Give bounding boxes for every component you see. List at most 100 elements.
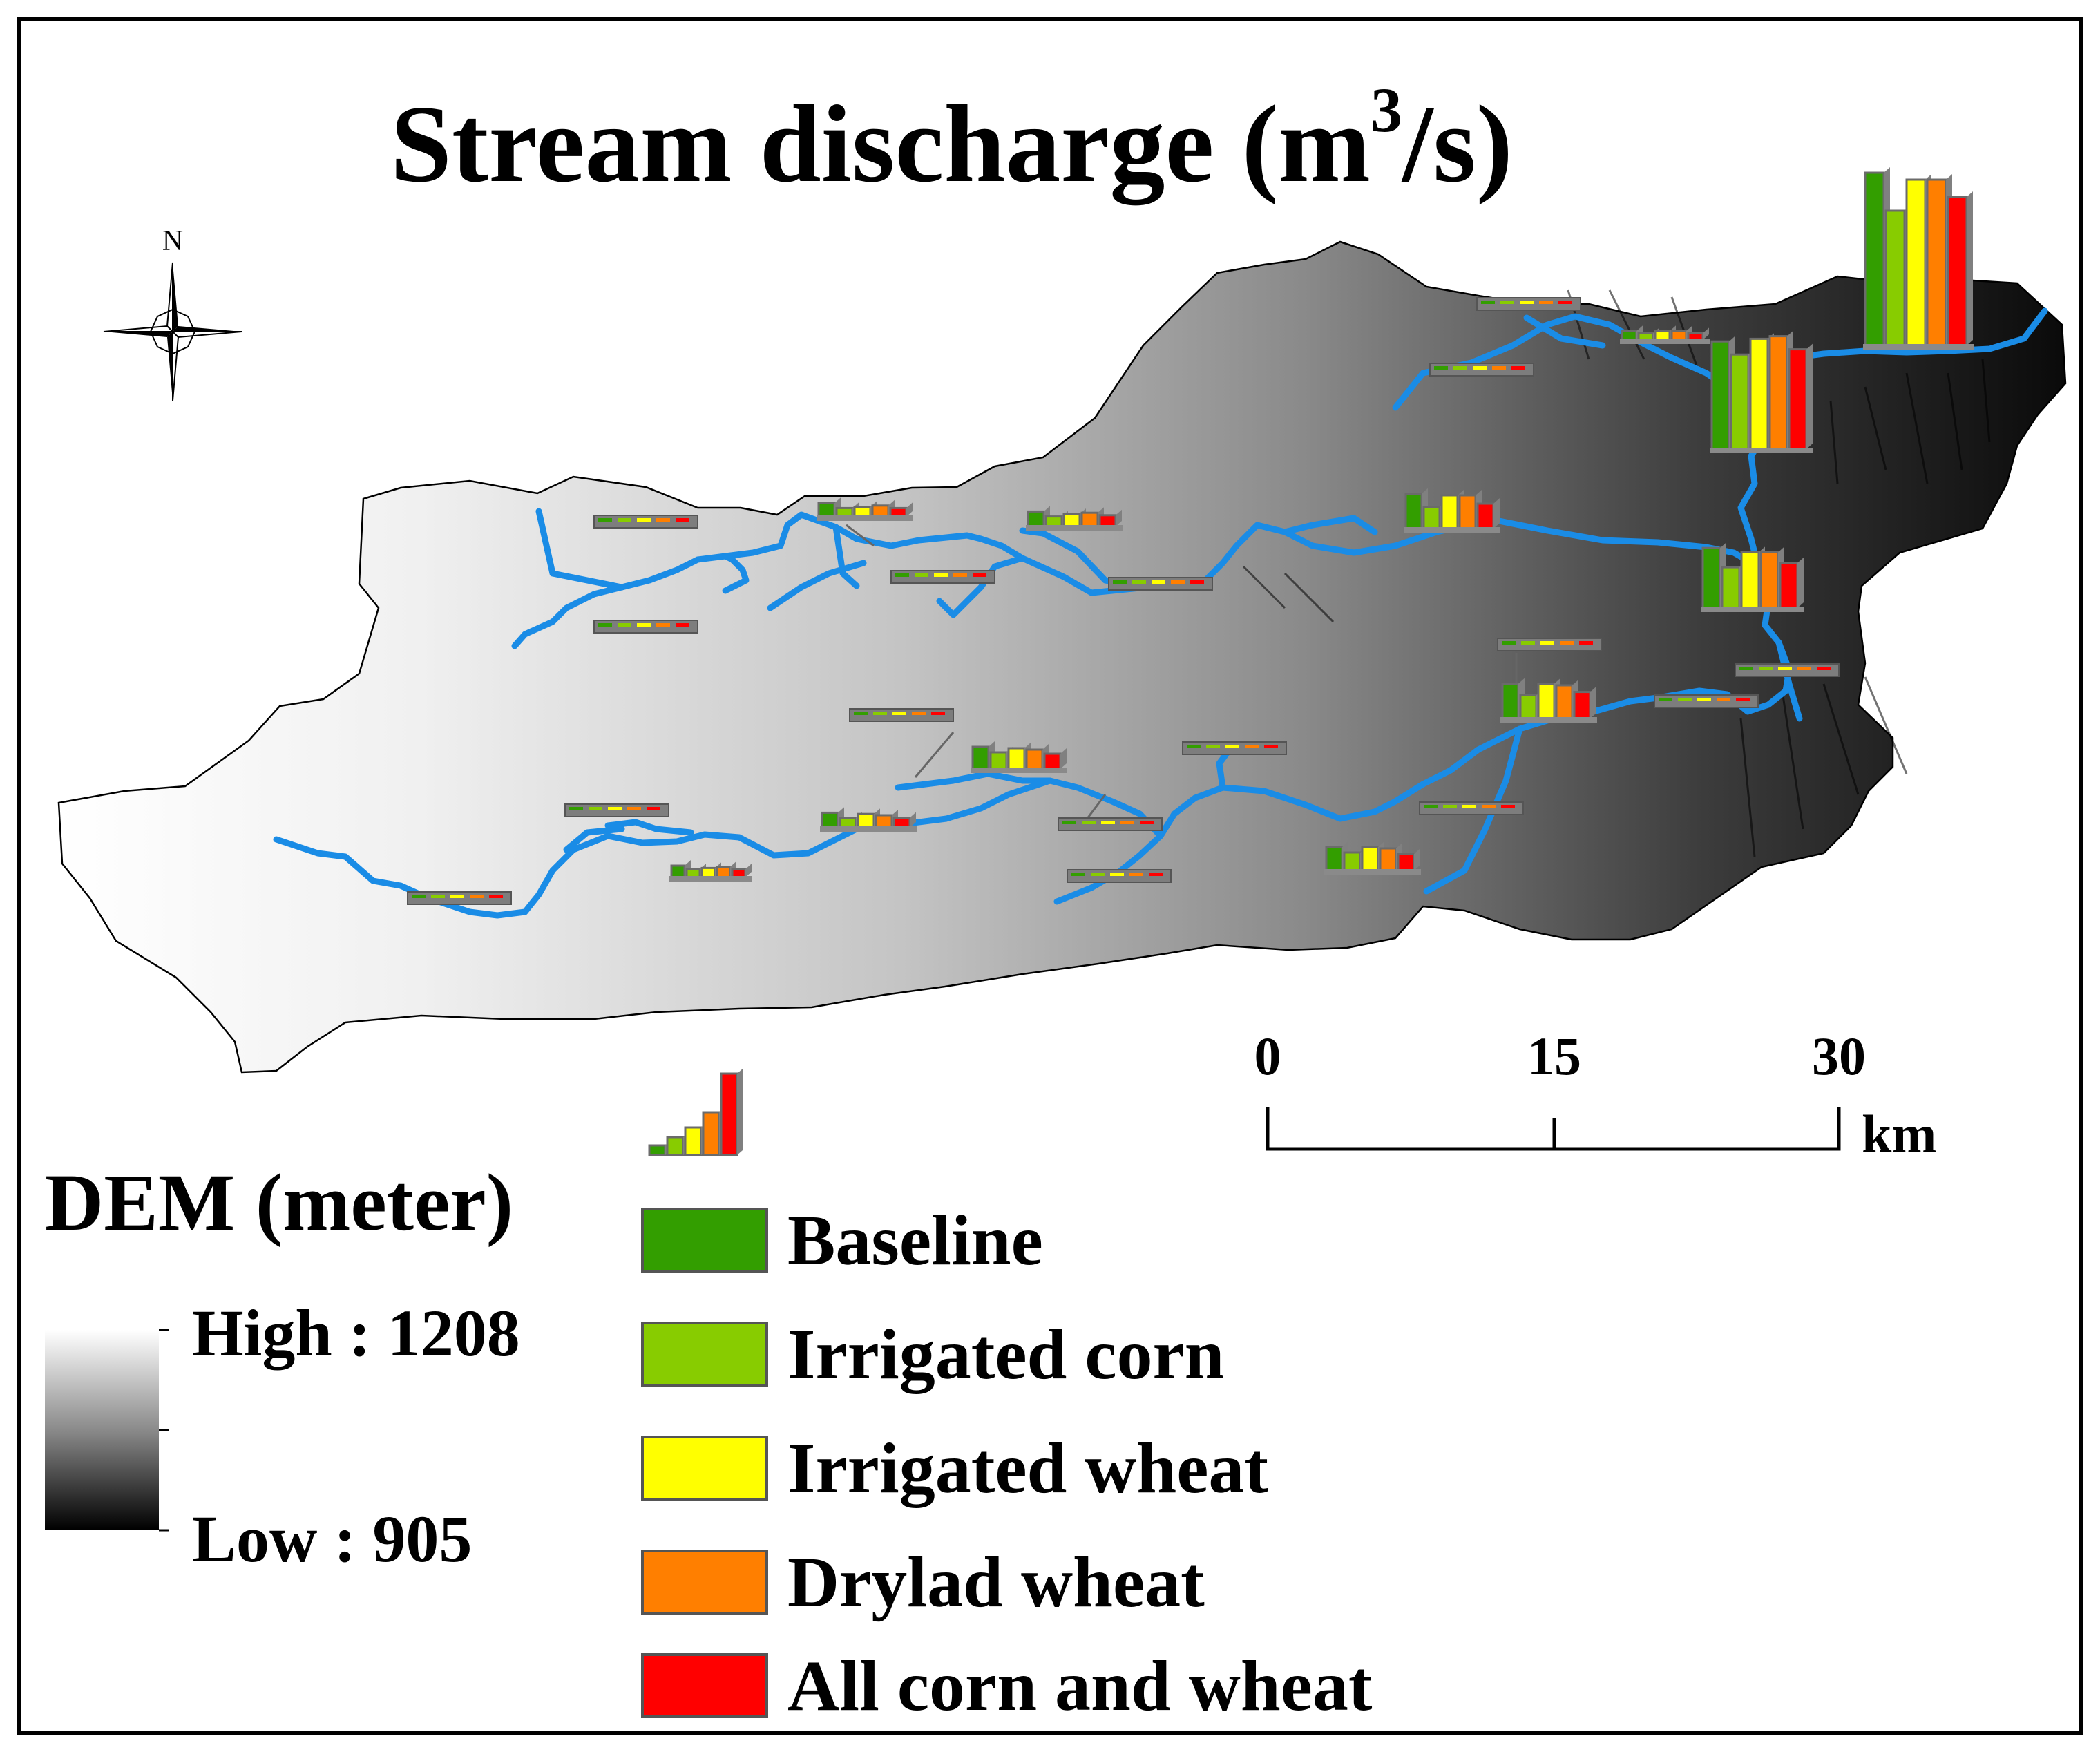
legend-item-drylad-wheat: Drylad wheat xyxy=(641,1543,1205,1622)
bar-irrigated-corn xyxy=(839,817,857,829)
scale-bar-line xyxy=(1266,1107,1841,1151)
bar-irrigated-corn xyxy=(1500,301,1514,304)
bar-all-corn-and-wheat xyxy=(1947,196,1968,347)
bar-all-corn-and-wheat xyxy=(892,817,911,829)
legend-icon-bar xyxy=(648,1144,667,1156)
bar-drylad-wheat xyxy=(1926,178,1947,347)
bar-baseline xyxy=(412,895,426,898)
station-chart-tiny xyxy=(1058,817,1163,831)
bar-baseline xyxy=(971,745,990,770)
chart-base xyxy=(820,826,917,832)
bar-irrigated-corn xyxy=(431,895,445,898)
dem-legend: DEM (meter) High : 1208 Low : 905 xyxy=(45,1157,520,1576)
bar-irrigated-wheat xyxy=(1007,747,1026,770)
bar-all-corn-and-wheat xyxy=(1579,641,1593,645)
station-chart-south-main xyxy=(971,741,1067,773)
bar-all-corn-and-wheat xyxy=(1736,698,1750,701)
legend-item-irrigated-corn: Irrigated corn xyxy=(641,1315,1224,1394)
station-chart-central-main xyxy=(1404,488,1500,533)
bar-all-corn-and-wheat xyxy=(489,895,503,898)
bar-irrigated-corn xyxy=(989,751,1008,770)
bar-drylad-wheat xyxy=(1379,847,1397,872)
chart-base xyxy=(1324,869,1421,875)
bar-baseline xyxy=(1027,510,1045,528)
bar-drylad-wheat xyxy=(875,814,893,829)
bar-irrigated-wheat xyxy=(1462,805,1476,808)
bar-all-corn-and-wheat xyxy=(1098,514,1117,528)
bar-irrigated-corn xyxy=(915,573,928,577)
legend-icon-bar xyxy=(720,1072,738,1156)
bar-baseline xyxy=(895,573,909,577)
bar-drylad-wheat xyxy=(1539,301,1553,304)
station-chart-tiny xyxy=(1654,694,1759,708)
chart-base xyxy=(1026,525,1123,531)
bar-drylad-wheat xyxy=(1245,745,1259,748)
bar-drylad-wheat xyxy=(1458,494,1477,530)
bar-baseline xyxy=(1501,683,1520,720)
bar-baseline xyxy=(821,811,839,829)
bar-drylad-wheat xyxy=(1555,684,1574,720)
bar-side xyxy=(1116,509,1122,526)
station-chart-east-middle xyxy=(1701,542,1804,612)
bar-drylad-wheat xyxy=(1129,873,1143,876)
legend-swatch xyxy=(641,1322,768,1387)
station-chart-tiny xyxy=(1497,638,1602,651)
bar-all-corn-and-wheat xyxy=(1043,752,1062,770)
bar-irrigated-corn xyxy=(873,712,887,715)
legend-item-all-corn-and-wheat: All corn and wheat xyxy=(641,1646,1373,1726)
bar-side xyxy=(1806,343,1813,449)
chart-base xyxy=(1620,339,1710,344)
bar-drylad-wheat xyxy=(1171,580,1185,584)
bar-drylad-wheat xyxy=(1717,698,1730,701)
station-chart-tiny xyxy=(1108,577,1213,591)
bar-irrigated-wheat xyxy=(1225,745,1239,748)
bar-irrigated-corn xyxy=(589,807,602,810)
bar-irrigated-wheat xyxy=(892,712,906,715)
bar-drylad-wheat xyxy=(912,712,926,715)
compass-rose-icon xyxy=(104,332,173,337)
bar-all-corn-and-wheat xyxy=(973,573,986,577)
chart-base xyxy=(1404,527,1500,533)
bar-baseline xyxy=(1739,667,1753,670)
bar-all-corn-and-wheat xyxy=(1476,502,1495,530)
bar-irrigated-wheat xyxy=(608,807,622,810)
bar-all-corn-and-wheat xyxy=(1397,853,1415,872)
bar-all-corn-and-wheat xyxy=(1264,745,1278,748)
legend-label: All corn and wheat xyxy=(788,1646,1373,1726)
bar-irrigated-wheat xyxy=(450,895,464,898)
chart-base xyxy=(971,768,1067,773)
bar-baseline xyxy=(1710,340,1730,450)
legend-label: Irrigated corn xyxy=(788,1315,1224,1394)
bar-baseline xyxy=(1701,546,1721,609)
bar-side xyxy=(1060,748,1067,769)
bar-drylad-wheat xyxy=(1759,551,1779,609)
bar-irrigated-wheat xyxy=(700,866,716,879)
bar-irrigated-corn xyxy=(1453,366,1467,370)
bar-baseline xyxy=(598,518,612,522)
bar-irrigated-corn xyxy=(1082,821,1096,824)
bar-all-corn-and-wheat xyxy=(676,518,689,522)
bar-baseline xyxy=(1062,821,1076,824)
bar-all-corn-and-wheat xyxy=(1149,873,1163,876)
series-legend: Baseline Irrigated corn Irrigated wheat Dry… xyxy=(641,1069,1373,1726)
bar-irrigated-wheat xyxy=(1749,337,1769,450)
compass-rose-icon xyxy=(149,308,196,355)
legend-swatch xyxy=(641,1653,768,1718)
bar-all-corn-and-wheat xyxy=(1140,821,1154,824)
legend-swatch xyxy=(641,1208,768,1273)
bar-irrigated-wheat xyxy=(934,573,948,577)
bar-chart-symbol-icon xyxy=(648,1069,743,1156)
terrain-drainage xyxy=(1242,289,1991,857)
bar-drylad-wheat xyxy=(1120,821,1134,824)
bar-irrigated-corn xyxy=(1206,745,1220,748)
bar-irrigated-corn xyxy=(1884,209,1906,347)
bar-irrigated-wheat xyxy=(1905,178,1927,347)
bar-irrigated-wheat xyxy=(637,518,651,522)
north-arrow: N xyxy=(103,225,242,401)
bar-drylad-wheat xyxy=(470,895,484,898)
bar-drylad-wheat xyxy=(627,807,641,810)
bar-drylad-wheat xyxy=(1560,641,1574,645)
bar-irrigated-corn xyxy=(1422,506,1441,530)
bar-all-corn-and-wheat xyxy=(1190,580,1204,584)
station-chart-east-upper xyxy=(1710,330,1813,453)
